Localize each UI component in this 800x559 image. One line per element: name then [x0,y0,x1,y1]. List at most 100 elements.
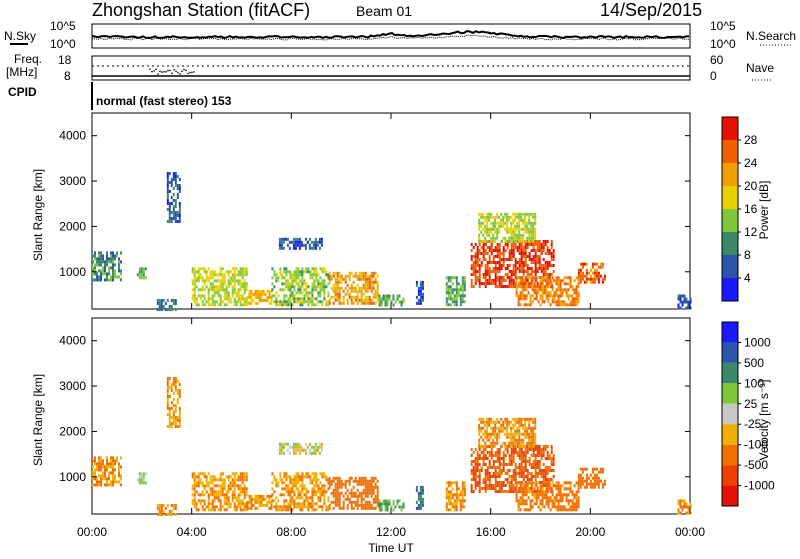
x-axis-label: Time UT [368,541,414,554]
heatmap-cell [522,227,525,231]
heatmap-cell [553,496,556,500]
heatmap-cell [213,285,216,289]
heatmap-cell [252,298,255,302]
heatmap-cell [504,472,507,475]
heatmap-cell [528,457,531,460]
heatmap-cell [250,503,253,507]
heatmap-cell [480,212,483,216]
heatmap-cell [530,243,533,246]
heatmap-cell [260,503,263,507]
heatmap-cell [305,294,308,298]
heatmap-cell [305,472,308,476]
heatmap-cell [223,496,226,500]
heatmap-cell [340,479,343,483]
heatmap-cell [522,478,525,481]
heatmap-cell [538,258,541,261]
heatmap-cell [417,503,420,507]
heatmap-cell [500,224,503,228]
heatmap-cell [291,273,294,277]
heatmap-cell [264,292,267,296]
heatmap-cell [362,277,365,281]
heatmap-cell [577,482,580,486]
heatmap-cell [512,246,515,249]
heatmap-cell [536,487,539,490]
heatmap-cell [106,477,108,481]
heatmap-cell [514,432,517,436]
heatmap-cell [168,202,171,205]
heatmap-cell [510,258,513,261]
heatmap-cell [476,463,479,466]
heatmap-cell [453,288,456,292]
heatmap-cell [478,285,481,288]
heatmap-cell [591,280,594,284]
heatmap-cell [296,445,299,449]
heatmap-cell [522,438,525,442]
heatmap-cell [480,457,483,460]
heatmap-cell [225,490,228,494]
heatmap-cell [526,243,529,246]
heatmap-cell [520,472,523,475]
heatmap-cell [523,502,526,506]
heatmap-cell [559,499,562,503]
heatmap-cell [546,466,549,469]
heatmap-cell [280,237,283,241]
heatmap-cell [285,478,288,482]
heatmap-cell [525,285,528,289]
heatmap-cell [207,472,210,476]
heatmap-cell [518,215,521,219]
heatmap-cell [419,280,422,284]
heatmap-cell [356,301,359,305]
heatmap-cell [518,420,521,424]
heatmap-cell [108,272,110,276]
heatmap-cell [213,493,216,497]
heatmap-cell [525,288,528,292]
heatmap-cell [514,246,517,249]
heatmap-cell [517,508,520,512]
heatmap-cell [301,487,304,491]
heatmap-cell [289,487,292,491]
heatmap-cell [512,487,515,490]
heatmap-cell [217,291,220,295]
heatmap-cell [245,273,248,277]
heatmap-cell [508,484,511,487]
heatmap-cell [297,276,300,280]
heatmap-cell [480,246,483,249]
heatmap-cell [530,441,533,445]
heatmap-cell [545,294,548,298]
heatmap-cell [301,300,304,304]
heatmap-cell [685,502,688,506]
heatmap-cell [235,279,238,283]
heatmap-cell [534,417,537,421]
heatmap-cell [291,484,294,488]
heatmap-cell [504,227,507,231]
heatmap-cell [268,494,271,498]
heatmap-cell [496,426,499,430]
heatmap-cell [362,488,365,492]
heatmap-cell [217,499,220,503]
heatmap-cell [447,481,450,485]
heatmap-cell [235,478,238,482]
heatmap-cell [502,221,505,225]
heatmap-cell [492,255,495,258]
heatmap-cell [312,243,315,247]
heatmap-cell [241,276,244,280]
heatmap-cell [168,205,171,208]
heatmap-cell [508,435,511,439]
heatmap-cell [508,270,511,273]
heatmap-cell [533,291,536,295]
heatmap-cell [585,482,588,486]
heatmap-cell [506,215,509,219]
heatmap-cell [474,463,477,466]
heatmap-cell [360,506,363,510]
heatmap-cell [530,236,533,240]
heatmap-cell [368,479,371,483]
heatmap-cell [496,448,499,451]
heatmap-cell [213,508,216,512]
heatmap-cell [461,487,464,491]
heatmap-cell [679,505,682,509]
heatmap-cell [338,506,341,510]
heatmap-cell [535,291,538,295]
heatmap-cell [573,291,576,295]
heatmap-cell [307,285,310,289]
heatmap-cell [340,485,343,489]
